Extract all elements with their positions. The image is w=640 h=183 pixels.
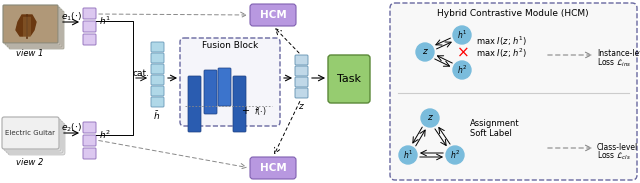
Text: view 1: view 1 xyxy=(16,49,44,58)
Text: Loss $\mathcal{L}_{cls}$: Loss $\mathcal{L}_{cls}$ xyxy=(597,150,631,162)
FancyBboxPatch shape xyxy=(328,55,370,103)
Text: $\times$: $\times$ xyxy=(456,44,468,59)
FancyBboxPatch shape xyxy=(151,97,164,107)
FancyBboxPatch shape xyxy=(188,76,201,132)
Text: Soft Label: Soft Label xyxy=(470,128,512,137)
FancyBboxPatch shape xyxy=(295,66,308,76)
Circle shape xyxy=(446,146,464,164)
Text: $h^2$: $h^2$ xyxy=(99,129,111,141)
Text: max $I(z;\,h^1)$: max $I(z;\,h^1)$ xyxy=(476,34,527,48)
FancyBboxPatch shape xyxy=(151,53,164,63)
Text: $h^2$: $h^2$ xyxy=(457,64,467,76)
FancyBboxPatch shape xyxy=(151,42,164,52)
Text: $e_2(\cdot)$: $e_2(\cdot)$ xyxy=(61,122,81,134)
FancyBboxPatch shape xyxy=(180,38,280,126)
Text: Electric Guitar: Electric Guitar xyxy=(5,130,55,136)
FancyBboxPatch shape xyxy=(4,119,61,151)
FancyBboxPatch shape xyxy=(250,157,296,179)
FancyBboxPatch shape xyxy=(8,123,65,155)
FancyBboxPatch shape xyxy=(151,75,164,85)
Text: $z$: $z$ xyxy=(426,113,433,122)
Text: $z$: $z$ xyxy=(298,102,305,111)
FancyBboxPatch shape xyxy=(6,121,63,153)
Text: Assignment: Assignment xyxy=(470,119,520,128)
Text: $h^1$: $h^1$ xyxy=(457,29,467,41)
FancyBboxPatch shape xyxy=(83,8,96,19)
FancyBboxPatch shape xyxy=(233,76,246,132)
Text: HCM: HCM xyxy=(260,163,286,173)
FancyBboxPatch shape xyxy=(151,64,164,74)
FancyBboxPatch shape xyxy=(83,148,96,159)
FancyBboxPatch shape xyxy=(2,117,59,149)
FancyBboxPatch shape xyxy=(295,55,308,65)
FancyBboxPatch shape xyxy=(151,86,164,96)
Text: $\bar{h}$: $\bar{h}$ xyxy=(154,109,161,122)
Text: Class-level: Class-level xyxy=(597,143,638,152)
Circle shape xyxy=(399,146,417,164)
Circle shape xyxy=(421,109,439,127)
FancyBboxPatch shape xyxy=(218,68,231,106)
Text: Fusion Block: Fusion Block xyxy=(202,42,258,51)
FancyBboxPatch shape xyxy=(83,135,96,146)
Text: cat.: cat. xyxy=(132,68,150,77)
Text: $h^1$: $h^1$ xyxy=(99,15,111,27)
FancyBboxPatch shape xyxy=(83,122,96,133)
FancyBboxPatch shape xyxy=(204,70,217,114)
Circle shape xyxy=(416,43,434,61)
Text: $f(\cdot)$: $f(\cdot)$ xyxy=(254,105,266,117)
Text: HCM: HCM xyxy=(260,10,286,20)
Text: Hybrid Contrastive Module (HCM): Hybrid Contrastive Module (HCM) xyxy=(437,8,589,18)
FancyBboxPatch shape xyxy=(83,34,96,45)
FancyBboxPatch shape xyxy=(7,9,62,47)
FancyBboxPatch shape xyxy=(3,5,58,43)
Text: Instance-level: Instance-level xyxy=(597,49,640,59)
Polygon shape xyxy=(16,15,36,36)
Circle shape xyxy=(453,26,471,44)
FancyBboxPatch shape xyxy=(295,77,308,87)
Text: $h^1$: $h^1$ xyxy=(403,149,413,161)
Circle shape xyxy=(453,61,471,79)
Text: $z$: $z$ xyxy=(422,48,428,57)
FancyBboxPatch shape xyxy=(250,4,296,26)
Text: $e_1(\cdot)$: $e_1(\cdot)$ xyxy=(61,11,81,23)
FancyBboxPatch shape xyxy=(390,3,637,180)
Text: max $I(z;\,h^2)$: max $I(z;\,h^2)$ xyxy=(476,46,527,60)
Text: Loss $\mathcal{L}_{ins}$: Loss $\mathcal{L}_{ins}$ xyxy=(597,57,631,69)
Text: view 2: view 2 xyxy=(16,158,44,167)
FancyBboxPatch shape xyxy=(83,21,96,32)
Text: $h^2$: $h^2$ xyxy=(450,149,460,161)
Text: +: + xyxy=(241,106,249,116)
FancyBboxPatch shape xyxy=(295,88,308,98)
FancyBboxPatch shape xyxy=(9,11,64,49)
FancyBboxPatch shape xyxy=(5,7,60,45)
Text: Task: Task xyxy=(337,74,361,84)
